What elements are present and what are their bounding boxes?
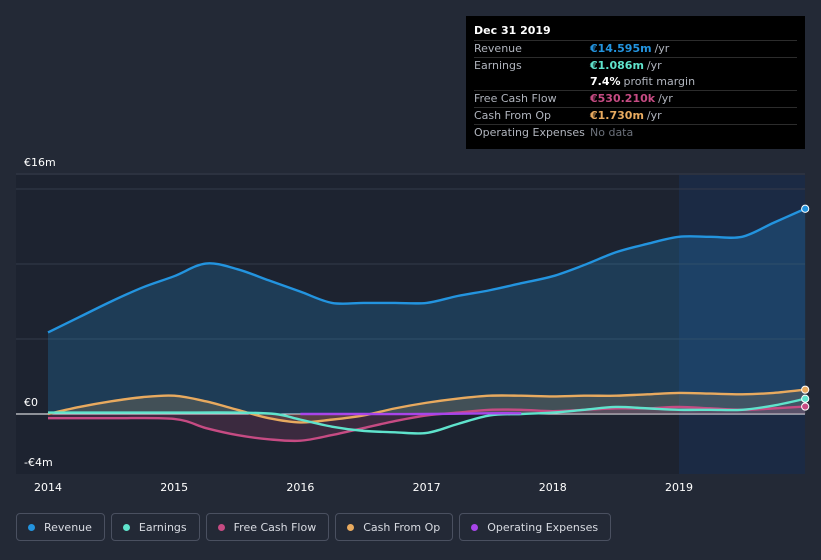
tooltip-unit: /yr xyxy=(658,92,673,106)
tooltip-row: Free Cash Flow €530.210k/yr xyxy=(474,90,797,107)
plot-background xyxy=(16,175,805,474)
legend-item-earnings[interactable]: Earnings xyxy=(110,513,200,541)
legend-item-operating-expenses[interactable]: Operating Expenses xyxy=(459,513,612,541)
tooltip-label: Free Cash Flow xyxy=(474,92,557,106)
legend-item-free-cash-flow[interactable]: Free Cash Flow xyxy=(205,513,330,541)
legend-dot-icon xyxy=(217,523,225,531)
tooltip-row: Operating Expenses No data xyxy=(474,123,797,141)
legend-dot-icon xyxy=(471,523,479,531)
x-tick-label: 2019 xyxy=(665,481,693,494)
x-tick-label: 2017 xyxy=(413,481,441,494)
tooltip-label: Operating Expenses xyxy=(474,125,585,139)
forecast-region xyxy=(679,175,805,474)
x-tick-label: 2018 xyxy=(539,481,567,494)
tooltip-row: Revenue €14.595m/yr xyxy=(474,40,797,57)
legend-label: Operating Expenses xyxy=(487,520,599,534)
tooltip-label xyxy=(474,74,590,91)
tooltip-label: Cash From Op xyxy=(474,109,552,123)
legend-label: Cash From Op xyxy=(363,520,441,534)
earnings-line xyxy=(48,397,806,435)
tooltip-date: Dec 31 2019 xyxy=(474,24,551,37)
operating-expenses-line xyxy=(300,412,522,416)
x-tick-label: 2015 xyxy=(160,481,188,494)
legend-item-cash-from-op[interactable]: Cash From Op xyxy=(335,513,454,541)
tooltip-value: 7.4% xyxy=(590,74,621,88)
tooltip-value: €1.730m xyxy=(590,109,644,123)
revenue-endpoint xyxy=(801,204,810,213)
tooltip-row: Earnings €1.086m/yr xyxy=(474,56,797,74)
tooltip-unit: /yr xyxy=(646,109,662,123)
revenue-line xyxy=(47,207,806,334)
tooltip-value: No data xyxy=(590,125,634,139)
earnings-endpoint xyxy=(801,394,810,403)
cash-from-op-area xyxy=(48,389,806,423)
tooltip-row: 7.4% profit margin xyxy=(474,74,797,91)
tooltip-unit: /yr xyxy=(646,58,662,72)
x-tick-label: 2016 xyxy=(286,481,314,494)
legend-label: Earnings xyxy=(138,520,187,534)
free-cash-flow-area xyxy=(48,406,806,441)
cash-from-op-endpoint xyxy=(801,385,810,394)
tooltip-panel: Dec 31 2019 Revenue €14.595m/yr Earnings €1… xyxy=(466,16,805,149)
y-tick-label: €16m xyxy=(24,156,56,169)
tooltip-value: €14.595m xyxy=(590,42,652,55)
tooltip-value: €530.210k xyxy=(590,92,656,106)
legend-item-revenue[interactable]: Revenue xyxy=(16,513,105,541)
legend-label: Revenue xyxy=(44,520,92,534)
tooltip-unit: profit margin xyxy=(623,74,696,88)
tooltip-row: Cash From Op €1.730m/yr xyxy=(474,107,797,124)
tooltip-value: €1.086m xyxy=(590,58,644,72)
legend-dot-icon xyxy=(347,523,355,531)
free-cash-flow-endpoint xyxy=(801,402,810,411)
revenue-area xyxy=(48,208,806,414)
x-tick-label: 2014 xyxy=(34,481,62,494)
cash-from-op-line xyxy=(47,388,806,424)
tooltip-unit: /yr xyxy=(654,42,670,55)
legend-label: Free Cash Flow xyxy=(233,520,317,534)
y-tick-label: -€4m xyxy=(24,456,53,469)
tooltip-label: Earnings xyxy=(474,58,522,72)
tooltip-label: Revenue xyxy=(474,42,522,55)
legend-dot-icon xyxy=(122,523,130,531)
y-tick-label: €0 xyxy=(24,396,38,409)
legend-dot-icon xyxy=(28,523,35,531)
legend: Revenue Earnings Free Cash Flow Cash From O… xyxy=(16,513,612,541)
